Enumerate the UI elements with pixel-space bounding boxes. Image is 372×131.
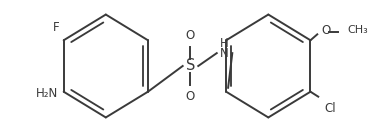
Text: O: O [186, 29, 195, 42]
Text: O: O [186, 90, 195, 103]
Text: H: H [220, 37, 229, 50]
Text: O: O [321, 24, 330, 37]
Text: S: S [186, 59, 195, 73]
Text: Cl: Cl [324, 102, 336, 115]
Text: F: F [53, 21, 60, 34]
Text: H₂N: H₂N [36, 87, 58, 100]
Text: CH₃: CH₃ [347, 25, 368, 35]
Text: N: N [220, 47, 229, 60]
